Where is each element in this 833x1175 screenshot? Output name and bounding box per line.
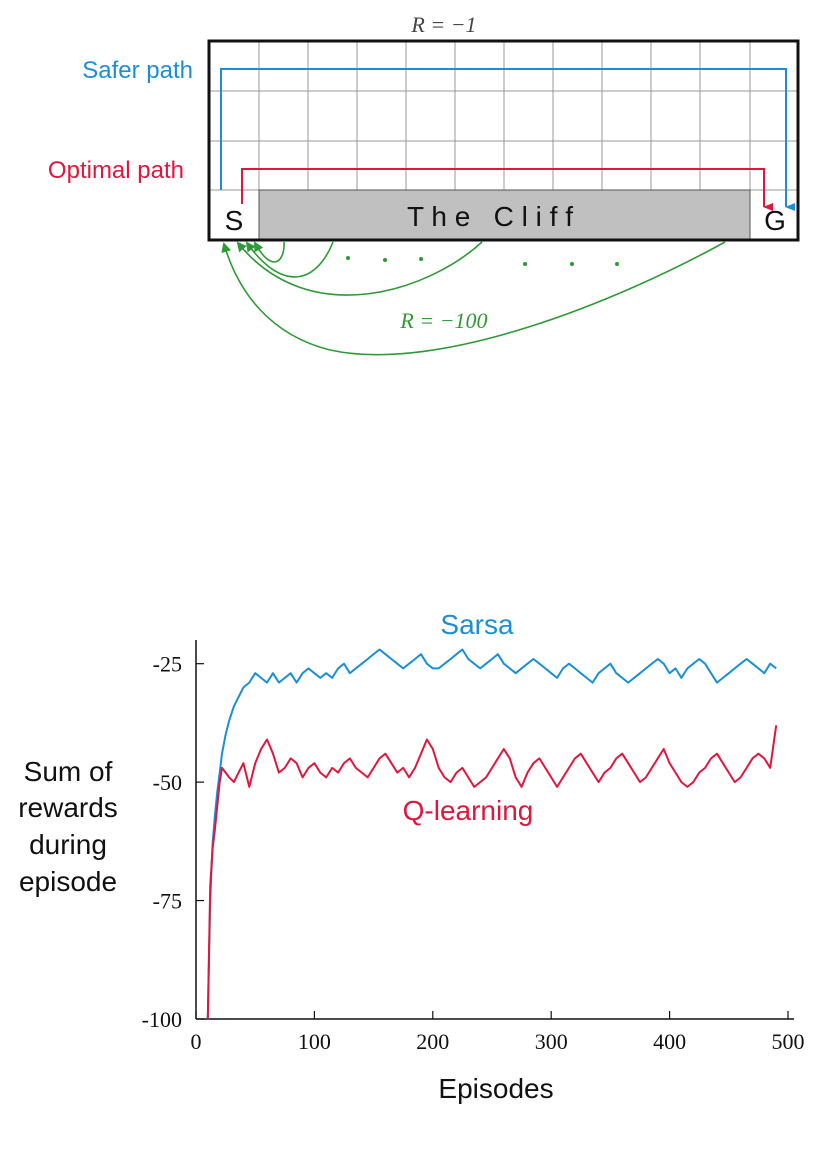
cliff-region [258,189,751,241]
y-axis-label-line-3: during [29,829,107,860]
x-tick-label: 500 [772,1029,805,1054]
ellipsis-dots [346,256,619,266]
gridworld-diagram: R = −1 T h e C l i f f S G Safe [48,12,800,356]
cliff-reward-label: R = −100 [399,308,487,333]
grid-border [207,39,800,242]
cliff-return-arcs [221,241,726,356]
y-tick-label: -75 [153,889,182,914]
x-tick-label: 100 [298,1029,331,1054]
series-label-qlearning: Q-learning [403,795,534,826]
y-tick-label: -100 [142,1007,182,1032]
series-label-sarsa: Sarsa [440,609,514,640]
series-line-qlearning [206,725,778,1020]
x-tick-label: 300 [535,1029,568,1054]
x-tick-label: 400 [653,1029,686,1054]
y-axis-label-line-4: episode [19,866,117,897]
step-reward-label: R = −1 [410,12,476,37]
optimal-path [241,168,773,211]
y-axis-label-line-1: Sum of [24,756,113,787]
y-axis-label-line-2: rewards [18,792,118,823]
goal-label: G [764,205,786,236]
y-tick-label: -50 [153,770,182,795]
safer-path-label: Safer path [82,57,193,84]
series-line-sarsa [206,648,777,1020]
chart: 0 100 200 300 400 500 -100 -75 -50 -25 Sarsa Q-le… [18,609,804,1104]
chart-series-layer [206,648,778,1020]
x-axis-label: Episodes [438,1073,553,1104]
optimal-path-label: Optimal path [48,157,184,184]
safer-path [220,68,795,211]
y-tick-label: -25 [153,652,182,677]
start-label: S [225,205,244,236]
x-tick-label: 200 [416,1029,449,1054]
chart-axes: 0 100 200 300 400 500 -100 -75 -50 -25 [142,640,805,1054]
y-axis-label: Sum of rewards during episode [18,756,118,897]
x-tick-label: 0 [191,1029,202,1054]
cliff-label: T h e C l i f f [407,201,573,232]
